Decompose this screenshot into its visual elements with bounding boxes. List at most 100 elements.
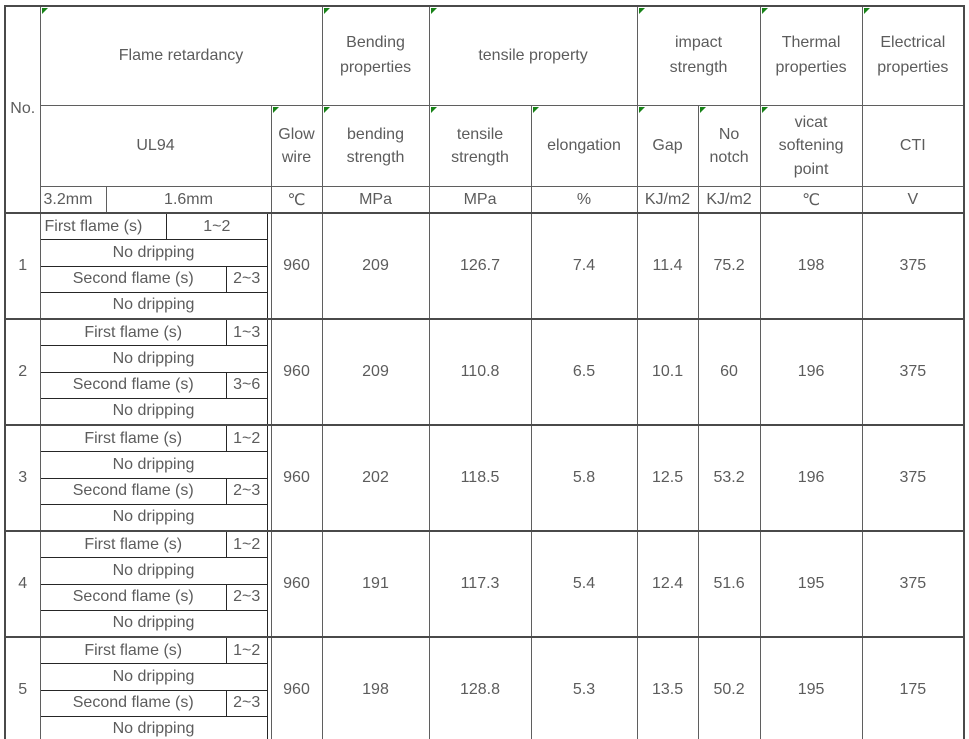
elongation-value: 5.3 [530, 636, 638, 739]
second-flame-subrow: Second flame (s) 2~3 [41, 584, 267, 611]
header-no: No. [4, 5, 41, 214]
first-flame-subrow: First flame (s) 1~3 [41, 321, 267, 347]
cti-value: 375 [861, 530, 965, 638]
second-flame-label: Second flame (s) [41, 372, 227, 398]
second-flame-value: 3~6 [233, 376, 261, 394]
cell-flag-icon [430, 107, 437, 113]
cti-value: 375 [861, 212, 965, 320]
bending-strength-value: 198 [321, 636, 430, 739]
second-flame-value: 2~3 [233, 482, 261, 500]
table-row: 4 First flame (s) 1~2 No dripping Second… [4, 530, 965, 638]
vicat-value: 198 [759, 212, 863, 320]
header-tensile-strength: tensile strength [428, 105, 532, 187]
cell-flag-icon [863, 8, 870, 14]
no-dripping-subrow: No dripping [41, 558, 267, 585]
first-flame-value: 1~2 [203, 217, 231, 235]
flame-subtable: First flame (s) 1~2 No dripping Second f… [41, 533, 268, 636]
glow-wire-value: 960 [270, 212, 323, 320]
header-ul94: UL94 [39, 105, 272, 187]
row-no: 3 [4, 424, 41, 532]
header-cti: CTI [861, 105, 965, 187]
second-flame-label: Second flame (s) [41, 584, 227, 610]
glow-wire-value: 960 [270, 636, 323, 739]
header-tensile-strength-label: tensile strength [451, 125, 509, 166]
elongation-value: 5.4 [530, 530, 638, 638]
header-no-notch: No notch [697, 105, 761, 187]
first-flame-label: First flame (s) [41, 321, 227, 346]
second-flame-subrow: Second flame (s) 3~6 [41, 372, 267, 399]
first-flame-value: 1~2 [233, 429, 261, 447]
gap-impact-value: 11.4 [636, 212, 699, 320]
glow-wire-value: 960 [270, 424, 323, 532]
header-bending-properties: Bending properties [321, 5, 430, 106]
cell-flag-icon [323, 8, 330, 14]
gap-impact-value: 12.4 [636, 530, 699, 638]
header-vicat-softening-point: vicat softening point [759, 105, 863, 187]
first-flame-value: 1~2 [233, 535, 261, 553]
tensile-strength-value: 126.7 [428, 212, 532, 320]
header-bending-properties-label: Bending properties [339, 34, 412, 76]
table-row: 1 First flame (s) 1~2 No dripping Second… [4, 212, 965, 320]
table-row: 2 First flame (s) 1~3 No dripping Second… [4, 318, 965, 426]
cell-flag-icon [761, 107, 768, 113]
no-dripping-subrow: No dripping [112, 614, 195, 632]
header-impact-strength-label: impact strength [669, 34, 728, 76]
gap-impact-value: 12.5 [636, 424, 699, 532]
cti-value: 375 [861, 424, 965, 532]
header-tensile-property-label: tensile property [478, 46, 588, 64]
flame-subtable: First flame (s) 1~3 No dripping Second f… [41, 321, 268, 424]
first-flame-subrow: First flame (s) 1~2 [41, 215, 267, 241]
header-electrical-properties-label: Electrical properties [877, 34, 949, 76]
header-impact-strength: impact strength [636, 5, 761, 106]
glow-wire-value: 960 [270, 530, 323, 638]
second-flame-value: 2~3 [233, 270, 261, 288]
no-notch-impact-value: 75.2 [697, 212, 761, 320]
vicat-value: 196 [759, 318, 863, 426]
unit-cti: V [861, 186, 965, 214]
header-no-notch-label: No notch [709, 125, 749, 166]
second-flame-label: Second flame (s) [41, 690, 227, 716]
vicat-value: 195 [759, 530, 863, 638]
cell-flag-icon [532, 107, 539, 113]
unit-vicat: ℃ [759, 186, 863, 214]
flame-subtable: First flame (s) 1~2 No dripping Second f… [41, 427, 268, 530]
header-bending-strength: bending strength [321, 105, 430, 187]
ul94-flame-cell: First flame (s) 1~3 No dripping Second f… [39, 318, 272, 426]
header-tensile-property: tensile property [428, 5, 638, 106]
header-sub-row: UL94 Glow wire bending strength tensile … [5, 105, 965, 187]
no-dripping-subrow: No dripping [41, 346, 267, 373]
cti-value: 175 [861, 636, 965, 739]
header-bending-strength-label: bending strength [346, 125, 405, 166]
unit-elongation: % [530, 186, 638, 214]
no-notch-impact-value: 51.6 [697, 530, 761, 638]
header-elongation-label: elongation [547, 137, 621, 155]
second-flame-subrow: Second flame (s) 2~3 [41, 478, 267, 505]
cell-flag-icon [272, 107, 279, 113]
header-gap: Gap [636, 105, 699, 187]
row-no: 4 [4, 530, 41, 638]
material-properties-table: No. Flame retardancy Bending properties … [4, 5, 966, 739]
second-flame-value: 2~3 [233, 694, 261, 712]
first-flame-label: First flame (s) [41, 427, 227, 452]
header-elongation: elongation [530, 105, 638, 187]
tensile-strength-value: 118.5 [428, 424, 532, 532]
header-glow-wire-label: Glow wire [278, 125, 315, 166]
first-flame-label: First flame (s) [41, 533, 227, 558]
gap-impact-value: 10.1 [636, 318, 699, 426]
header-thermal-properties-label: Thermal properties [775, 34, 847, 76]
bending-strength-value: 209 [321, 212, 430, 320]
unit-1-6mm: 1.6mm [105, 186, 272, 214]
cell-flag-icon [699, 107, 706, 113]
header-electrical-properties: Electrical properties [861, 5, 965, 106]
flame-subtable: First flame (s) 1~2 No dripping Second f… [41, 639, 268, 739]
bending-strength-value: 191 [321, 530, 430, 638]
cell-flag-icon [761, 8, 768, 14]
header-thermal-properties: Thermal properties [759, 5, 863, 106]
no-dripping-subrow: No dripping [41, 240, 267, 267]
header-glow-wire: Glow wire [270, 105, 323, 187]
first-flame-label: First flame (s) [41, 639, 227, 664]
second-flame-subrow: Second flame (s) 2~3 [41, 266, 267, 293]
ul94-flame-cell: First flame (s) 1~2 No dripping Second f… [39, 530, 272, 638]
bending-strength-value: 202 [321, 424, 430, 532]
tensile-strength-value: 128.8 [428, 636, 532, 739]
